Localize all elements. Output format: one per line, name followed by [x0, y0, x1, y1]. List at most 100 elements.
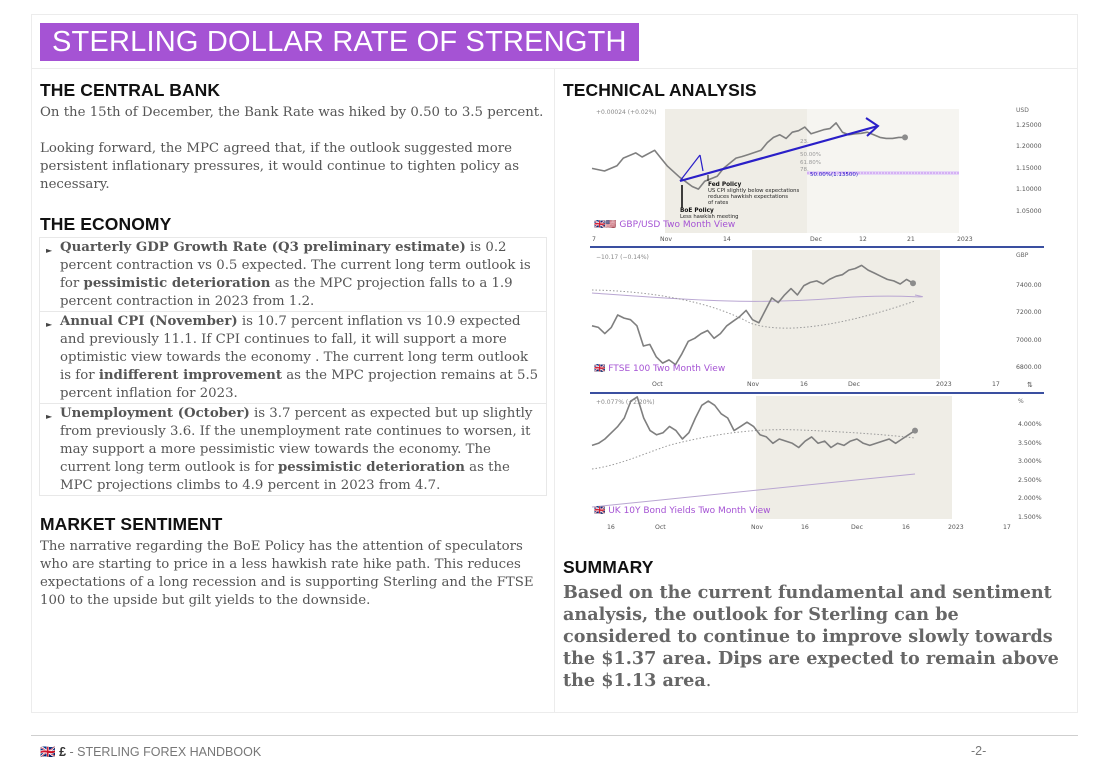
x-tick: Dec	[810, 236, 823, 243]
gbpusd-legend: 🇬🇧🇺🇸 GBP/USD Two Month View	[594, 219, 735, 230]
fed-line: of rates	[708, 200, 729, 206]
boe-line: Less hawkish meeting	[680, 214, 739, 220]
bullet-arrow-icon: ►	[46, 320, 53, 329]
gilt-change: +0.077% (+2.20%)	[596, 399, 655, 406]
fed-line: US CPI slightly below expectations	[708, 188, 800, 194]
pound-icon: £	[59, 745, 67, 759]
gbpusd-chart: +0.00024 (+0.02%) USD 1.25000 1.20000 1.…	[591, 107, 1042, 243]
ftse-change: −10.17 (−0.14%)	[596, 254, 649, 261]
x-tick: 2023	[948, 524, 964, 531]
x-tick: Dec	[851, 524, 864, 531]
ftse-moving-average	[591, 292, 923, 302]
x-tick: Nov	[751, 524, 763, 531]
economy-item-unemployment: ► Unemployment (October) is 3.7 percent …	[39, 403, 547, 496]
economy-item-cpi: ► Annual CPI (November) is 10.7 percent …	[39, 311, 547, 403]
reset-icon[interactable]: ⇅	[1027, 381, 1033, 389]
ftse-shade	[752, 250, 940, 379]
summary-heading: SUMMARY	[563, 557, 654, 577]
technical-analysis-heading: TECHNICAL ANALYSIS	[563, 80, 757, 100]
y-tick: 1.05000	[1016, 208, 1042, 215]
summary-suffix: .	[705, 671, 712, 691]
unemployment-text: is 3.7 percent as expected but up slight…	[60, 406, 533, 475]
x-tick: Nov	[660, 236, 672, 243]
gilt-chart: +0.077% (+2.20%) % 4.000% 3.500% 3.000% …	[591, 396, 1042, 531]
gilt-last-point	[912, 427, 918, 434]
gdp-text: is 0.2 percent contraction vs 0.5 expect…	[60, 240, 531, 291]
arrowhead-icon	[865, 117, 880, 137]
projection-arrow	[679, 124, 879, 183]
gilt-y-ticks: 4.000% 3.500% 3.000% 2.500% 2.000% 1.500…	[1018, 421, 1042, 521]
x-tick: 16	[801, 524, 809, 531]
x-tick: 16	[607, 524, 615, 531]
fib-label: 23.	[800, 139, 809, 145]
unemployment-outlook: pessimistic deterioration	[277, 460, 465, 475]
economy-list: ► Quarterly GDP Growth Rate (Q3 prelimin…	[39, 237, 547, 496]
ftse-unit: GBP	[1016, 252, 1029, 259]
ftse-legend: 🇬🇧 FTSE 100 Two Month View	[594, 363, 725, 374]
y-tick: 7200.00	[1016, 309, 1042, 316]
y-tick: 1.15000	[1016, 165, 1042, 172]
boe-annotation: BoE Policy Less hawkish meeting	[680, 208, 739, 220]
ftse-flags: 🇬🇧	[594, 363, 605, 374]
cpi-outlook: indifferent improvement	[98, 368, 282, 383]
footer-label: 🇬🇧 £ - STERLING FOREX HANDBOOK	[40, 744, 261, 760]
economy-heading: THE ECONOMY	[40, 214, 172, 234]
summary-body: Based on the current fundamental and sen…	[563, 582, 1059, 691]
gilt-legend-label: UK 10Y Bond Yields Two Month View	[608, 506, 770, 516]
x-tick: 12	[859, 236, 867, 243]
gilt-flags: 🇬🇧	[594, 505, 605, 516]
fib-labels: 23. 50.00% 61.80% 78. 50.00%(1.13500)	[800, 139, 858, 178]
gilt-legend: 🇬🇧 UK 10Y Bond Yields Two Month View	[594, 505, 770, 516]
fib-label: 78.	[800, 167, 809, 173]
x-tick: 2023	[936, 381, 952, 388]
ftse-legend-label: FTSE 100 Two Month View	[608, 364, 725, 374]
ftse-y-ticks: 7400.00 7200.00 7000.00 6800.00	[1016, 282, 1042, 371]
ftse-last-point	[910, 280, 916, 287]
unemployment-projection: as the MPC projections climbs to 4.9 per…	[60, 460, 510, 493]
market-sentiment-text: The narrative regarding the BoE Policy h…	[40, 539, 534, 608]
central-bank-rate-text: On the 15th of December, the Bank Rate w…	[40, 105, 544, 120]
y-tick: 1.25000	[1016, 122, 1042, 129]
gdp-label: Quarterly GDP Growth Rate (Q3 preliminar…	[60, 240, 466, 255]
x-tick: 14	[723, 236, 731, 243]
cpi-projection: as the MPC projection remains at 5.5 per…	[60, 368, 539, 401]
x-tick: Nov	[747, 381, 759, 388]
footer-divider	[31, 735, 1078, 736]
x-tick: Dec	[848, 381, 861, 388]
cpi-label: Annual CPI (November)	[60, 314, 238, 329]
x-tick: 17	[1003, 524, 1011, 531]
central-bank-outlook-text: Looking forward, the MPC agreed that, if…	[40, 141, 520, 192]
fib-label: 61.80%	[800, 160, 821, 166]
gdp-projection: as the MPC projection falls to a 1.9 per…	[60, 276, 513, 309]
technical-charts-svg: +0.00024 (+0.02%) USD 1.25000 1.20000 1.…	[590, 105, 1044, 537]
fed-title: Fed Policy	[708, 182, 741, 188]
x-tick: Oct	[652, 381, 663, 388]
gbpusd-x-ticks: 7 Nov 14 Dec 12 21 2023	[592, 236, 973, 243]
market-sentiment-heading: MARKET SENTIMENT	[40, 514, 223, 534]
x-tick: 16	[800, 381, 808, 388]
fib-highlight-label: 50.00%(1.13500)	[810, 172, 858, 178]
wave-line	[699, 154, 704, 172]
uk-flag-icon: 🇬🇧	[40, 744, 56, 759]
gbpusd-last-point	[902, 134, 908, 141]
gilt-moving-average	[591, 473, 916, 508]
x-tick: 16	[902, 524, 910, 531]
x-tick: Oct	[655, 524, 666, 531]
y-tick: 3.500%	[1018, 440, 1042, 447]
fib-label: 50.00%	[800, 152, 821, 158]
fed-annotation: Fed Policy US CPI slightly below expecta…	[708, 182, 800, 206]
bullet-arrow-icon: ►	[46, 412, 53, 421]
y-tick: 6800.00	[1016, 364, 1042, 371]
ftse-series-line	[591, 264, 914, 366]
gbpusd-flags: 🇬🇧🇺🇸	[594, 219, 616, 230]
technical-charts: +0.00024 (+0.02%) USD 1.25000 1.20000 1.…	[590, 105, 1044, 537]
y-tick: 3.000%	[1018, 458, 1042, 465]
central-bank-heading: THE CENTRAL BANK	[40, 80, 221, 100]
y-tick: 4.000%	[1018, 421, 1042, 428]
y-tick: 1.20000	[1016, 143, 1042, 150]
boe-title: BoE Policy	[680, 208, 714, 214]
x-tick: 21	[907, 236, 915, 243]
y-tick: 7000.00	[1016, 337, 1042, 344]
y-tick: 1.500%	[1018, 514, 1042, 521]
page-title: STERLING DOLLAR RATE OF STRENGTH	[40, 23, 639, 61]
